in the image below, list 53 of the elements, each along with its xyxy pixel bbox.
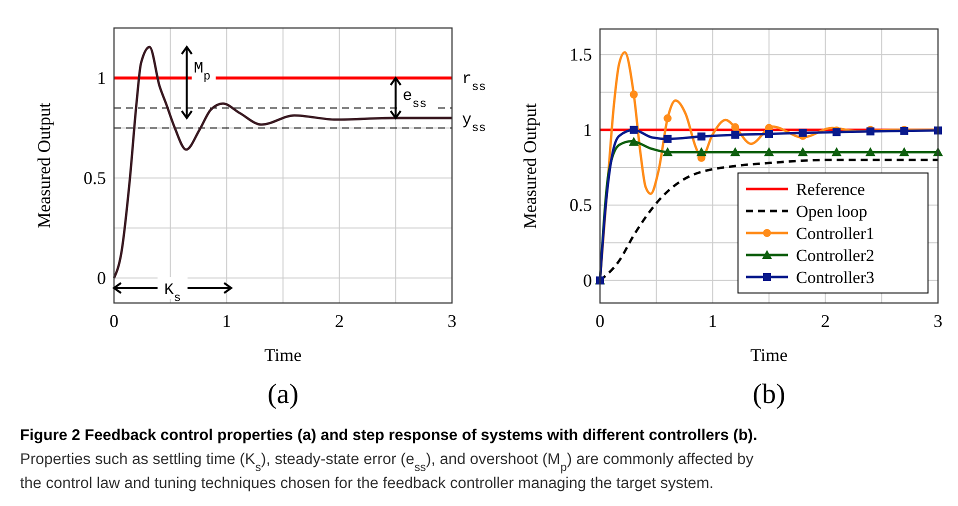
text: the control law and tuning techniques chosen for the feedback controller managing the target system. [20,475,714,492]
point [865,147,876,156]
point [798,147,808,156]
point [628,136,639,146]
point [765,130,773,138]
y-tick-label: 0 [583,270,592,290]
annotation: e$_{ss}$ [402,87,427,111]
point [832,147,842,156]
point [630,126,638,134]
y-tick-label: 1.5 [570,44,592,65]
point [764,147,774,156]
x-tick-label: 1 [222,311,232,331]
y-tick-label: 1 [583,120,592,140]
x-tick-label: 0 [110,311,118,331]
annotation: y$_{ss}$ [462,111,486,135]
y-axis-title: Measured Output [520,103,540,229]
y-tick-label: 1 [97,68,106,88]
legend-label: Controller3 [796,268,874,287]
point [730,147,740,156]
legend-label: Open loop [796,202,868,221]
point [696,147,706,156]
caption: Figure 2 Feedback control properties (a) and step response of systems with different controllers (b). [20,427,758,444]
annotation: M$_{p}$ [194,60,211,84]
annotation: K$_{s}$ [164,281,181,305]
point [664,114,672,122]
x-axis-title: Time [264,345,302,365]
point [662,147,673,156]
text: (a) [267,379,299,410]
legend-label: Controller2 [796,246,874,265]
point [630,90,638,98]
x-tick-label: 0 [596,311,604,331]
point [798,128,807,137]
x-tick-label: 2 [820,311,830,331]
x-tick-label: 2 [334,311,344,331]
y-tick-label: 0.5 [570,195,592,216]
text: Properties such as settling time (K$_{s}$), steady-state error (e$_{ss}$), and overshoot (M$_{p}$) are commonly affected by [20,451,754,474]
x-tick-label: 3 [448,311,456,331]
x-tick-label: 3 [934,311,942,331]
text: (b) [752,379,786,410]
legend-label: Reference [796,180,865,199]
y-tick-label: 0 [97,268,106,288]
legend-label: Controller1 [796,224,874,243]
y-axis-title: Measured Output [34,102,54,228]
point [731,123,740,132]
point [731,130,740,139]
point [664,134,672,143]
x-axis-title: Time [750,345,788,365]
x-tick-label: 1 [708,311,718,331]
line-series [112,46,454,280]
y-tick-label: 0.5 [84,168,106,188]
point [899,147,910,156]
ref-line-label: r$_{ss}$ [462,70,486,94]
point [697,132,706,140]
